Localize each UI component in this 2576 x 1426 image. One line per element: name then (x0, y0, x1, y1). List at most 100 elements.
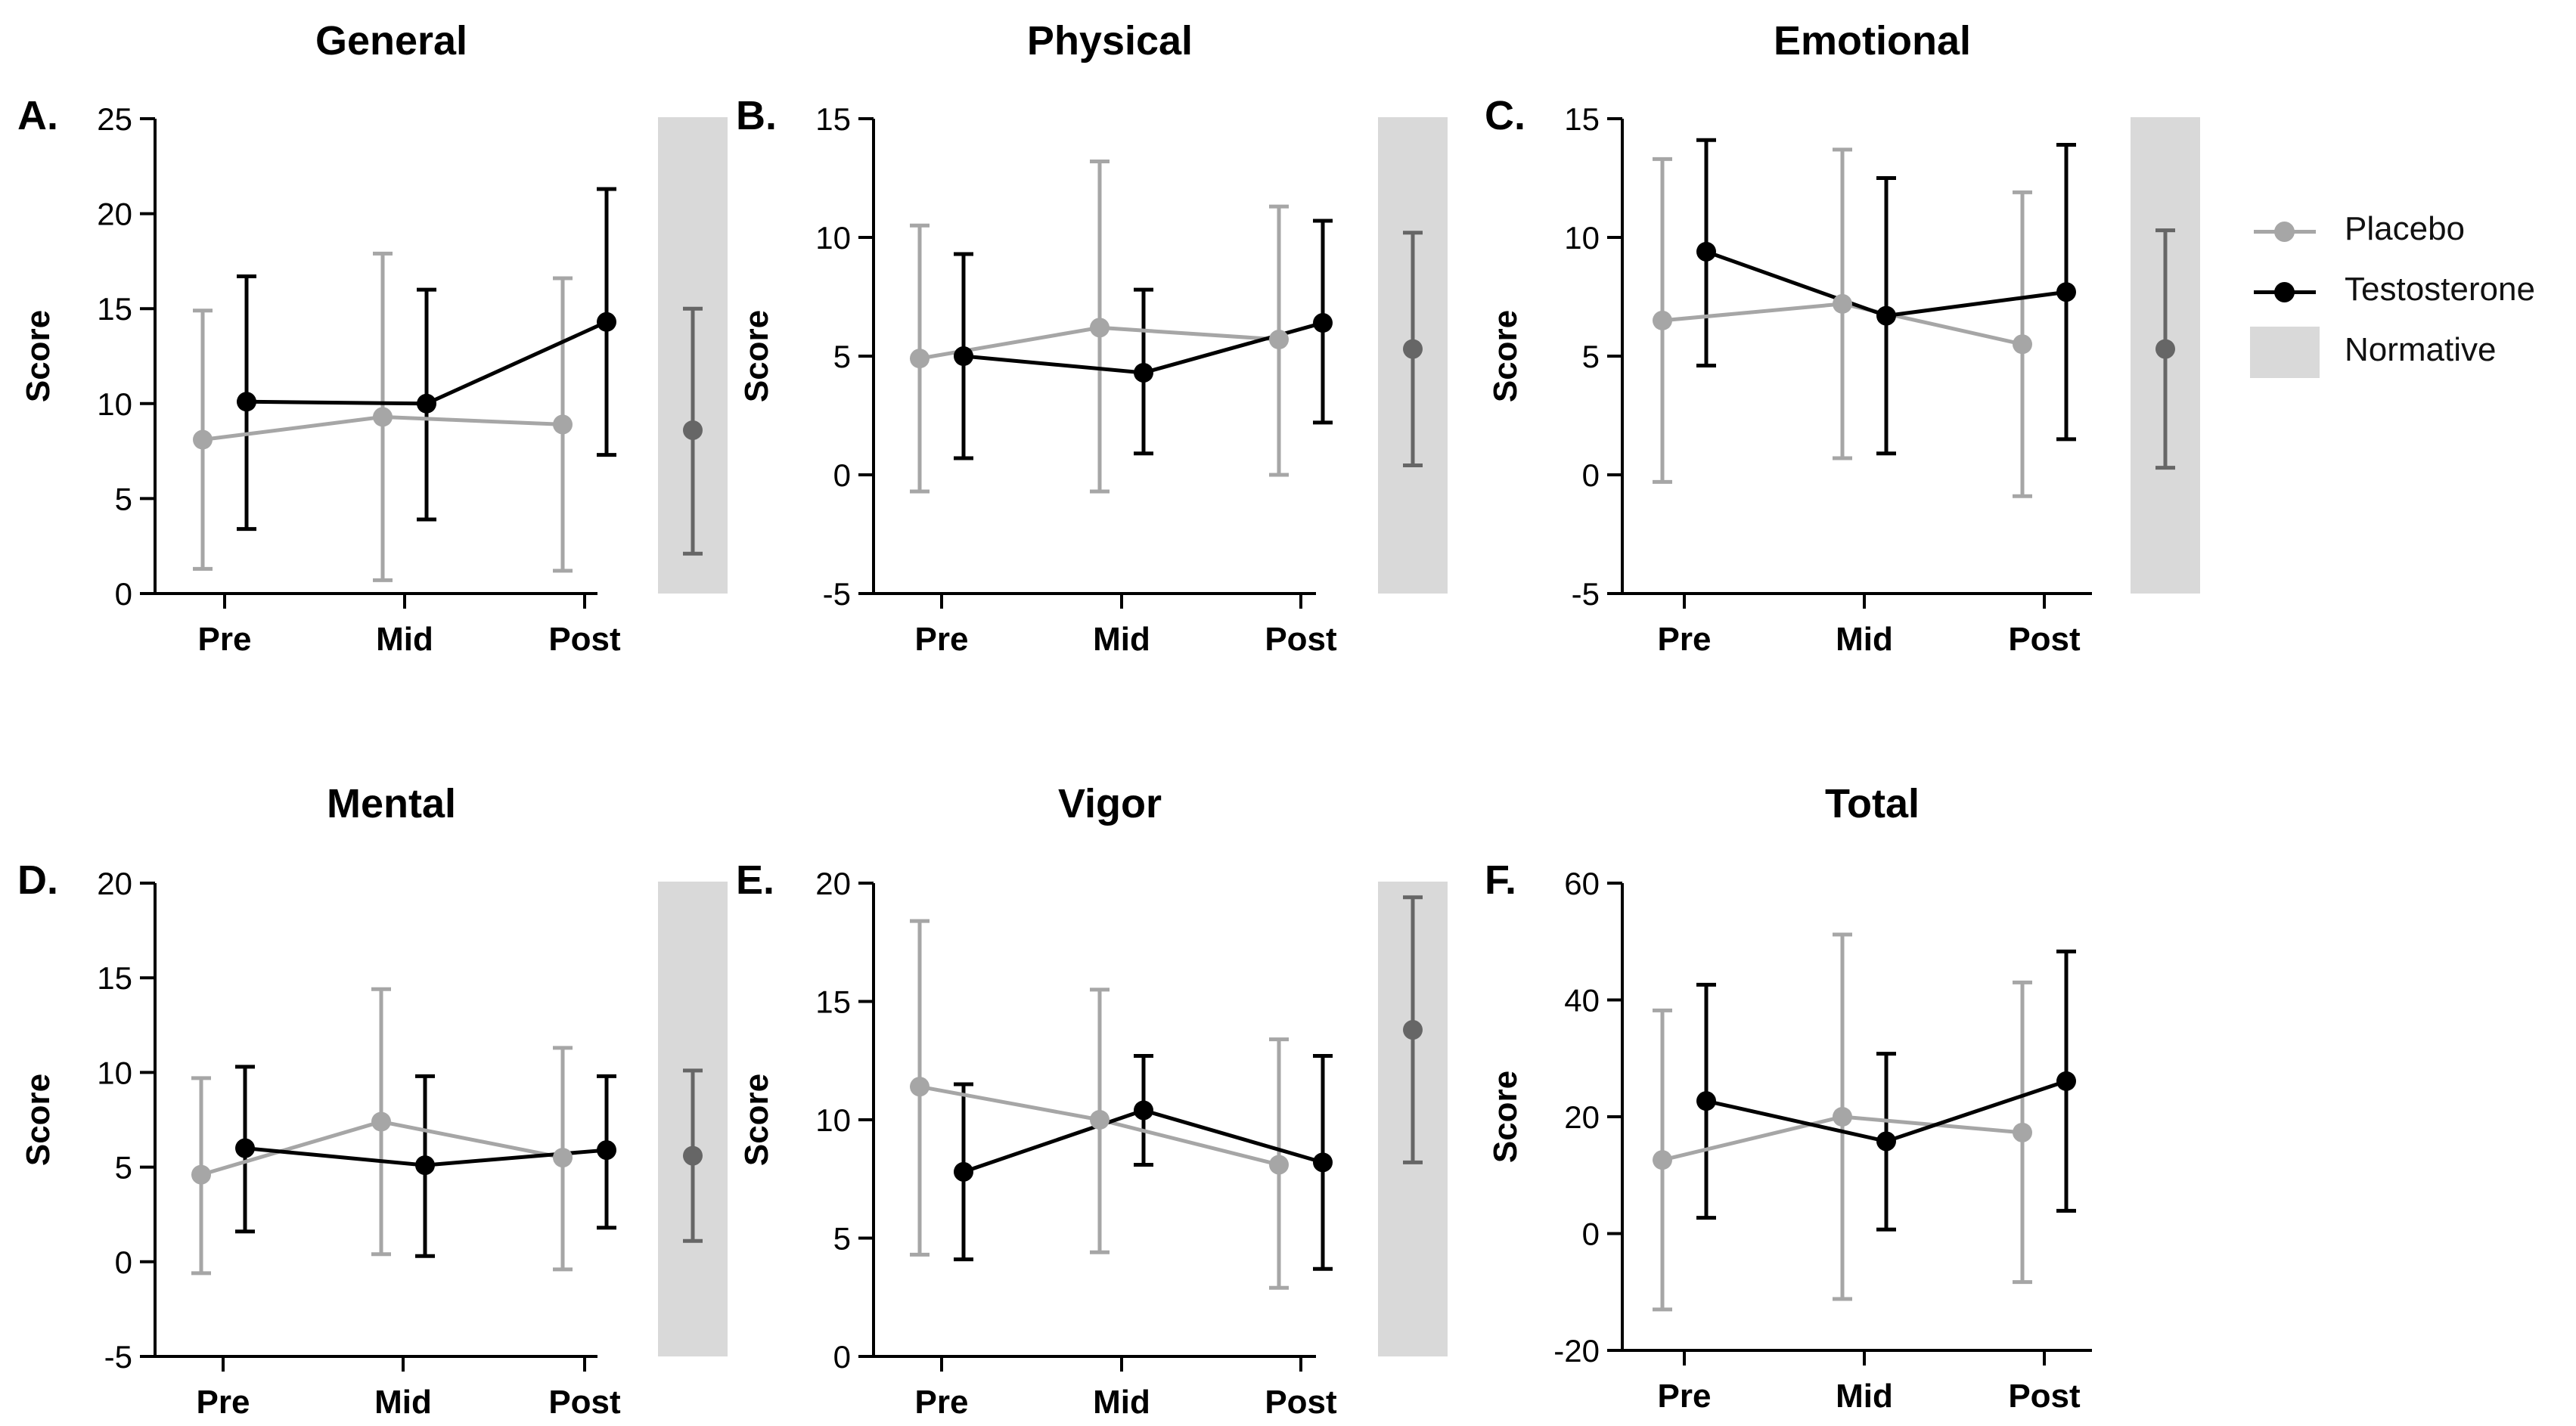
y-tick-label: 0 (115, 1245, 132, 1280)
y-axis-label: Score (738, 1074, 775, 1166)
y-tick-label: -20 (1553, 1333, 1600, 1369)
placebo-point (2013, 1122, 2032, 1142)
placebo-point (1090, 1110, 1110, 1130)
legend-label-testosterone: Testosterone (2345, 271, 2535, 308)
x-tick-label: Mid (374, 1384, 432, 1421)
panel-mental: -5 0 5 10 15 20 Pre Mid Post Mental D. Score (17, 781, 728, 1421)
y-tick-label: 0 (833, 1339, 851, 1375)
normative-point (1403, 1020, 1423, 1040)
y-tick-label: 10 (1564, 220, 1600, 256)
testosterone-point (1696, 241, 1716, 262)
x-tick-label: Pre (1658, 621, 1712, 658)
placebo-point (373, 407, 393, 427)
y-tick-label: 15 (1564, 101, 1600, 137)
placebo-point (2013, 334, 2032, 355)
legend: Placebo Testosterone Normative (2250, 206, 2568, 387)
legend-item-placebo: Placebo (2250, 206, 2568, 266)
testosterone-point (1313, 1152, 1333, 1173)
panel-letter: D. (17, 857, 58, 903)
testosterone-marker-icon (2274, 282, 2295, 302)
placebo-point (553, 1148, 573, 1168)
normative-band-icon (2250, 327, 2320, 378)
testosterone-point (2056, 1071, 2076, 1091)
panel-title: Vigor (1058, 781, 1162, 826)
testosterone-point (1134, 362, 1153, 383)
testosterone-point (597, 1140, 616, 1161)
panel-letter: A. (17, 93, 58, 138)
placebo-marker-icon (2274, 222, 2295, 242)
testosterone-point (1696, 1091, 1716, 1111)
x-tick-label: Post (548, 1384, 621, 1421)
y-tick-label: 5 (115, 1150, 132, 1186)
placebo-point (1269, 1155, 1289, 1175)
testosterone-point (415, 1155, 435, 1176)
placebo-point (1833, 1107, 1852, 1127)
x-tick-label: Post (2008, 621, 2081, 658)
panel-letter: F. (1485, 857, 1516, 903)
testosterone-point (597, 312, 616, 332)
testosterone-point (237, 392, 256, 412)
panel-total: -20 0 20 40 60 Pre Mid Post Total F. Score (1485, 781, 2092, 1415)
y-tick-label: 5 (833, 1221, 851, 1257)
placebo-point (1090, 318, 1110, 338)
panel-title: General (315, 18, 467, 64)
y-tick-label: 10 (97, 386, 132, 422)
testosterone-point (417, 393, 436, 414)
testosterone-point (954, 346, 973, 366)
normative-point (2155, 339, 2175, 359)
y-axis-label: Score (20, 310, 57, 402)
testosterone-point (1876, 1131, 1896, 1152)
x-tick-label: Mid (1093, 1384, 1150, 1421)
y-tick-label: 10 (815, 220, 851, 256)
placebo-point (193, 429, 213, 450)
testosterone-point (1876, 305, 1896, 326)
x-tick-label: Mid (1836, 621, 1893, 658)
y-tick-label: 15 (97, 960, 132, 996)
placebo-point (371, 1111, 391, 1132)
y-tick-label: -5 (1572, 576, 1600, 612)
y-tick-label: 10 (97, 1055, 132, 1090)
placebo-point (1653, 310, 1672, 330)
y-tick-label: 25 (97, 101, 132, 137)
panel-general: 0 5 10 15 20 25 Pre Mid Post General A. Score (17, 18, 728, 658)
panel-physical: -5 0 5 10 15 Pre Mid Post Physical B. Score (736, 18, 1448, 658)
panel-title: Mental (327, 781, 456, 826)
x-tick-label: Post (2008, 1378, 2081, 1415)
testosterone-point (1134, 1100, 1153, 1121)
placebo-point (1833, 293, 1852, 314)
legend-item-testosterone: Testosterone (2250, 266, 2568, 327)
panel-title: Total (1825, 781, 1920, 826)
y-tick-label: 20 (1564, 1099, 1600, 1135)
x-tick-label: Mid (1836, 1378, 1893, 1415)
placebo-point (191, 1164, 211, 1185)
x-tick-label: Post (1265, 1384, 1337, 1421)
panel-emotional: -5 0 5 10 15 Pre Mid Post Emotional C. Score (1485, 18, 2200, 658)
y-tick-label: 15 (815, 101, 851, 137)
y-tick-label: 60 (1564, 866, 1600, 901)
y-tick-label: 10 (815, 1102, 851, 1138)
panel-vigor: 0 5 10 15 20 Pre Mid Post Vigor E. Score (736, 781, 1448, 1421)
x-tick-label: Pre (915, 1384, 969, 1421)
y-axis-label: Score (1487, 1071, 1524, 1163)
placebo-point (910, 349, 930, 369)
testosterone-point (1313, 313, 1333, 333)
y-tick-label: 20 (815, 866, 851, 901)
y-tick-label: 5 (1582, 339, 1600, 374)
y-axis-label: Score (20, 1074, 57, 1166)
x-tick-label: Mid (376, 621, 433, 658)
y-tick-label: 0 (115, 576, 132, 612)
placebo-point (1269, 330, 1289, 350)
y-tick-label: 0 (833, 457, 851, 493)
x-tick-label: Pre (197, 1384, 250, 1421)
panel-letter: B. (736, 93, 777, 138)
y-tick-label: 5 (833, 339, 851, 374)
legend-label-placebo: Placebo (2345, 210, 2466, 247)
normative-point (1403, 339, 1423, 359)
y-tick-label: 20 (97, 197, 132, 232)
y-tick-label: 20 (97, 866, 132, 901)
placebo-point (553, 414, 573, 435)
x-tick-label: Pre (915, 621, 969, 658)
y-tick-label: 0 (1582, 457, 1600, 493)
x-tick-label: Post (548, 621, 621, 658)
